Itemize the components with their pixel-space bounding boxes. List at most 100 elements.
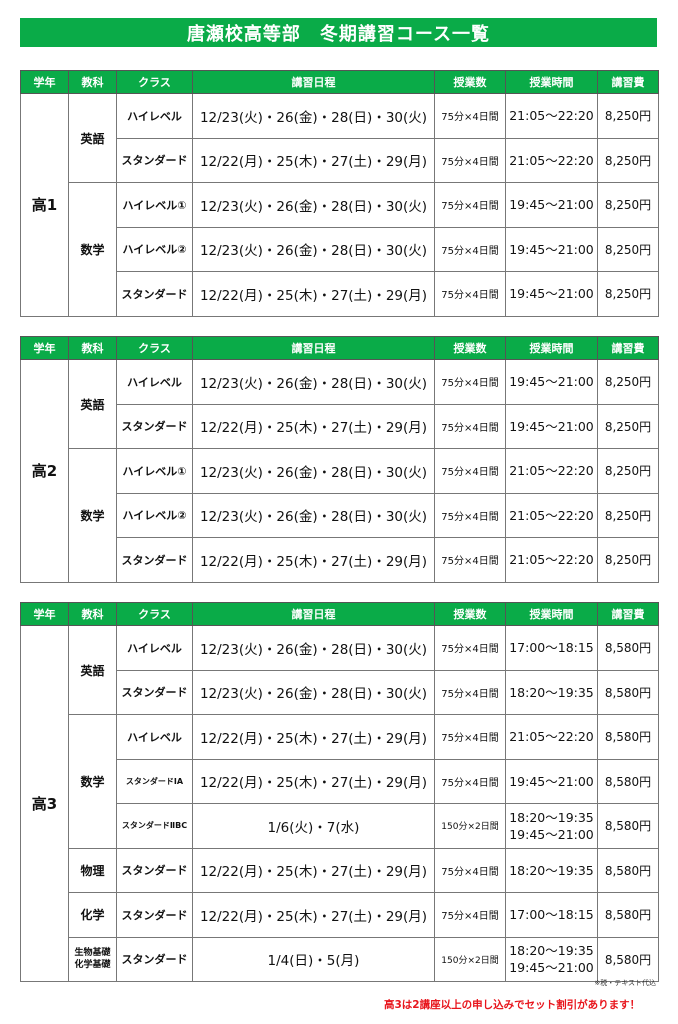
set-discount-notice: 高3は2講座以上の申し込みでセット割引があります！ [384, 999, 641, 1011]
column-header: 教科 [68, 70, 117, 94]
fee-cell: 8,580円 [597, 847, 659, 893]
tax-note: ※税・テキスト代込 [594, 979, 656, 987]
subject-cell: 英語 [68, 625, 117, 715]
subject-cell: 化学 [68, 892, 117, 938]
table-row: ハイレベル② 12/23(火)・26(金)・28(日)・30(火) 75分×4日間 1… [21, 226, 659, 272]
time-cell: 21:05～22:20 [505, 137, 598, 183]
class-cell: スタンダード [116, 403, 193, 449]
fee-cell: 8,250円 [597, 403, 659, 449]
page-title: 唐瀬校高等部 冬期講習コース一覧 [20, 18, 657, 47]
count-cell: 75分×4日間 [434, 758, 506, 804]
column-header: 教科 [68, 336, 117, 360]
dates-cell: 12/22(月)・25(木)・27(土)・29(月) [192, 271, 435, 317]
column-header: 授業時間 [505, 336, 598, 360]
dates-cell: 12/23(火)・26(金)・28(日)・30(火) [192, 359, 435, 405]
grade-cell: 高1 [20, 93, 69, 317]
class-cell: スタンダードⅡBC [116, 803, 193, 849]
table-header-row: 学年 教科 クラス 講習日程 授業数 授業時間 講習費 [20, 70, 659, 94]
time-cell: 19:45～21:00 [505, 226, 598, 272]
column-header: 学年 [20, 70, 69, 94]
time-cell: 17:00～18:15 [505, 625, 598, 671]
fee-cell: 8,580円 [597, 936, 659, 982]
grade-cell: 高2 [20, 359, 69, 583]
column-header: 授業時間 [505, 70, 598, 94]
column-header: 講習日程 [192, 70, 435, 94]
time-cell: 21:05～22:20 [505, 448, 598, 494]
column-header: 授業数 [434, 70, 506, 94]
subject-cell: 英語 [68, 93, 117, 183]
table-header-row: 学年 教科 クラス 講習日程 授業数 授業時間 講習費 [20, 336, 659, 360]
column-header: クラス [116, 70, 193, 94]
count-cell: 75分×4日間 [434, 714, 506, 760]
dates-cell: 1/4(日)・5(月) [192, 936, 435, 982]
dates-cell: 12/23(火)・26(金)・28(日)・30(火) [192, 669, 435, 715]
table-row: 数学 ハイレベル① 12/23(火)・26(金)・28(日)・30(火) 75分×4日… [21, 182, 659, 317]
table-row: 生物基礎 化学基礎 スタンダード 1/4(日)・5(月) 150分×2日間 18:20～… [21, 936, 659, 982]
class-cell: スタンダード [116, 137, 193, 183]
count-cell: 75分×4日間 [434, 226, 506, 272]
table-row: 化学 スタンダード 12/22(月)・25(木)・27(土)・29(月) 75分×4日… [21, 892, 659, 938]
time-cell: 21:05～22:20 [505, 93, 598, 139]
column-header: 学年 [20, 336, 69, 360]
fee-cell: 8,580円 [597, 892, 659, 938]
grade-cell: 高3 [20, 625, 69, 982]
column-header: 講習費 [597, 602, 659, 626]
table-row: 高2 英語 ハイレベル 12/23(火)・26(金)・28(日)・30(火) 75分×4… [20, 359, 659, 583]
count-cell: 75分×4日間 [434, 137, 506, 183]
subject-cell: 数学 [68, 714, 117, 849]
dates-cell: 12/22(月)・25(木)・27(土)・29(月) [192, 403, 435, 449]
class-cell: スタンダード [116, 669, 193, 715]
fee-cell: 8,250円 [597, 537, 659, 583]
subject-cell: 数学 [68, 448, 117, 583]
class-cell: ハイレベル [116, 625, 193, 671]
class-cell: ハイレベル [116, 359, 193, 405]
table-header-row: 学年 教科 クラス 講習日程 授業数 授業時間 講習費 [20, 602, 659, 626]
table-row: スタンダードⅠA 12/22(月)・25(木)・27(土)・29(月) 75分×4日… [21, 758, 659, 804]
class-cell: スタンダード [116, 936, 193, 982]
column-header: 講習日程 [192, 336, 435, 360]
column-header: 学年 [20, 602, 69, 626]
column-header: 授業時間 [505, 602, 598, 626]
class-cell: スタンダード [116, 892, 193, 938]
dates-cell: 12/22(月)・25(木)・27(土)・29(月) [192, 714, 435, 760]
class-cell: ハイレベル② [116, 226, 193, 272]
fee-cell: 8,250円 [597, 359, 659, 405]
table-row: 高1 英語 ハイレベル 12/23(火)・26(金)・28(日)・30(火) 75分×4… [20, 93, 659, 317]
fee-cell: 8,250円 [597, 182, 659, 228]
count-cell: 75分×4日間 [434, 271, 506, 317]
dates-cell: 12/23(火)・26(金)・28(日)・30(火) [192, 492, 435, 538]
fee-cell: 8,250円 [597, 137, 659, 183]
time-cell: 18:20～19:35 [505, 847, 598, 893]
class-cell: スタンダード [116, 537, 193, 583]
fee-cell: 8,580円 [597, 669, 659, 715]
count-cell: 75分×4日間 [434, 669, 506, 715]
count-cell: 75分×4日間 [434, 492, 506, 538]
dates-cell: 12/22(月)・25(木)・27(土)・29(月) [192, 892, 435, 938]
dates-cell: 12/23(火)・26(金)・28(日)・30(火) [192, 93, 435, 139]
time-cell: 17:00～18:15 [505, 892, 598, 938]
class-cell: ハイレベル [116, 93, 193, 139]
column-header: クラス [116, 602, 193, 626]
class-cell: スタンダード [116, 271, 193, 317]
table-row: スタンダード 12/22(月)・25(木)・27(土)・29(月) 75分×4日間 2… [21, 137, 659, 183]
dates-cell: 12/23(火)・26(金)・28(日)・30(火) [192, 448, 435, 494]
table-row: スタンダード 12/22(月)・25(木)・27(土)・29(月) 75分×4日間 1… [21, 403, 659, 449]
class-cell: スタンダードⅠA [116, 758, 193, 804]
class-cell: ハイレベル② [116, 492, 193, 538]
table-row: スタンダード 12/23(火)・26(金)・28(日)・30(火) 75分×4日間 1… [21, 669, 659, 715]
time-cell: 19:45～21:00 [505, 359, 598, 405]
table-row: スタンダード 12/22(月)・25(木)・27(土)・29(月) 75分×4日間 2… [21, 537, 659, 583]
table-row: 高3 英語 ハイレベル 12/23(火)・26(金)・28(日)・30(火) 75分×4… [20, 625, 659, 982]
column-header: 教科 [68, 602, 117, 626]
count-cell: 150分×2日間 [434, 936, 506, 982]
dates-cell: 1/6(火)・7(水) [192, 803, 435, 849]
time-cell: 21:05～22:20 [505, 492, 598, 538]
column-header: 講習費 [597, 336, 659, 360]
subject-cell: 英語 [68, 359, 117, 449]
fee-cell: 8,580円 [597, 625, 659, 671]
class-cell: ハイレベル [116, 714, 193, 760]
count-cell: 75分×4日間 [434, 403, 506, 449]
fee-cell: 8,580円 [597, 714, 659, 760]
time-cell: 18:20～19:35 19:45～21:00 [505, 936, 598, 982]
time-cell: 21:05～22:20 [505, 714, 598, 760]
